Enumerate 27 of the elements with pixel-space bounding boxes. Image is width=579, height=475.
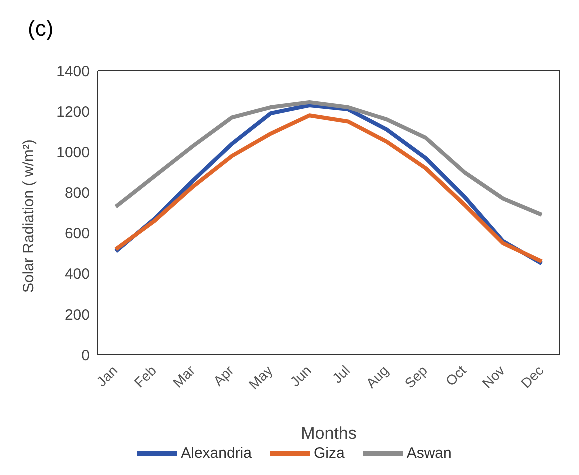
y-tick-label: 1200 <box>56 104 90 121</box>
x-tick-label: Apr <box>210 362 238 390</box>
x-tick-label: Aug <box>362 362 392 392</box>
x-tick-label: May <box>246 362 276 392</box>
chart-title: (c) <box>28 16 54 42</box>
x-tick-label: Jun <box>287 362 314 390</box>
x-tick-label: Nov <box>479 362 508 392</box>
y-tick-label: 200 <box>64 306 90 324</box>
x-tick-label: Mar <box>170 362 198 391</box>
y-tick-label: 1400 <box>56 63 90 80</box>
line-series <box>114 100 544 218</box>
x-tick-label: Jul <box>329 362 354 386</box>
x-tick-label: Feb <box>131 362 160 391</box>
legend-label: Alexandria <box>180 445 252 462</box>
y-tick-label: 0 <box>82 347 90 364</box>
y-tick-label: 1000 <box>56 144 90 162</box>
legend-label: Aswan <box>406 445 452 462</box>
legend-label: Giza <box>313 445 345 462</box>
y-axis-title: Solar Radiation ( w/m²) <box>20 140 38 293</box>
x-tick-label: Dec <box>518 362 547 392</box>
y-tick-label: 400 <box>64 266 90 284</box>
x-tick-label: Sep <box>402 362 431 392</box>
y-tick-label: 600 <box>64 226 90 243</box>
x-axis-title: Months <box>301 424 357 443</box>
x-tick-label: Jan <box>93 362 121 390</box>
x-tick-label: Oct <box>442 362 470 390</box>
y-tick-label: 800 <box>64 185 90 202</box>
